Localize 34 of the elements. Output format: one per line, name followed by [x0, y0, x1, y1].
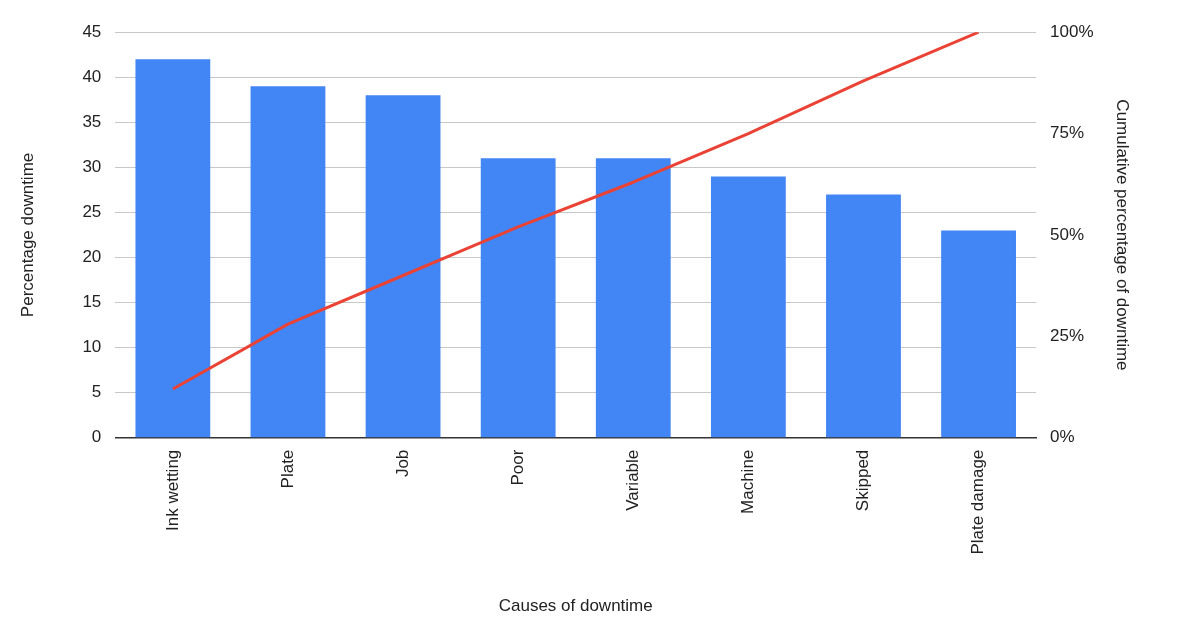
bar: [826, 194, 901, 438]
bar: [365, 95, 441, 438]
y-tick-label: 20: [82, 247, 102, 267]
y-tick-label: 10: [82, 337, 102, 357]
x-tick-label: Plate: [277, 449, 297, 489]
y-axis-title: Percentage downtime: [17, 152, 37, 318]
x-tick-label: Skipped: [853, 449, 873, 512]
y-tick-label: 45: [82, 21, 102, 41]
bar: [250, 86, 326, 438]
y-tick-label: 0: [91, 427, 102, 447]
y2-tick-label: 75%: [1050, 123, 1085, 143]
y-tick-label: 5: [91, 382, 102, 402]
x-tick-label: Plate damage: [968, 449, 988, 555]
y-tick-label: 30: [82, 157, 102, 177]
bar: [480, 158, 556, 438]
bar: [710, 176, 786, 438]
bar: [595, 158, 671, 438]
y-tick-label: 25: [82, 202, 102, 222]
x-axis-title: Causes of downtime: [498, 596, 653, 616]
y-tick-label: 35: [82, 112, 102, 131]
x-tick-label: Ink wetting: [162, 449, 182, 531]
y-tick-label: 40: [82, 66, 102, 86]
y2-tick-label: 100%: [1050, 21, 1094, 41]
bar: [135, 59, 211, 438]
x-tick-label: Machine: [738, 449, 758, 514]
bar: [941, 230, 1016, 438]
y2-axis-title: Cumulative percentage of downtime: [1113, 99, 1133, 371]
y2-tick-label: 0%: [1050, 427, 1075, 447]
y-tick-label: 15: [82, 292, 102, 312]
y2-tick-label: 25%: [1050, 326, 1085, 346]
x-tick-label: Variable: [622, 449, 642, 511]
y2-tick-label: 50%: [1050, 224, 1085, 244]
x-tick-label: Job: [392, 449, 412, 478]
x-tick-label: Poor: [507, 449, 527, 486]
